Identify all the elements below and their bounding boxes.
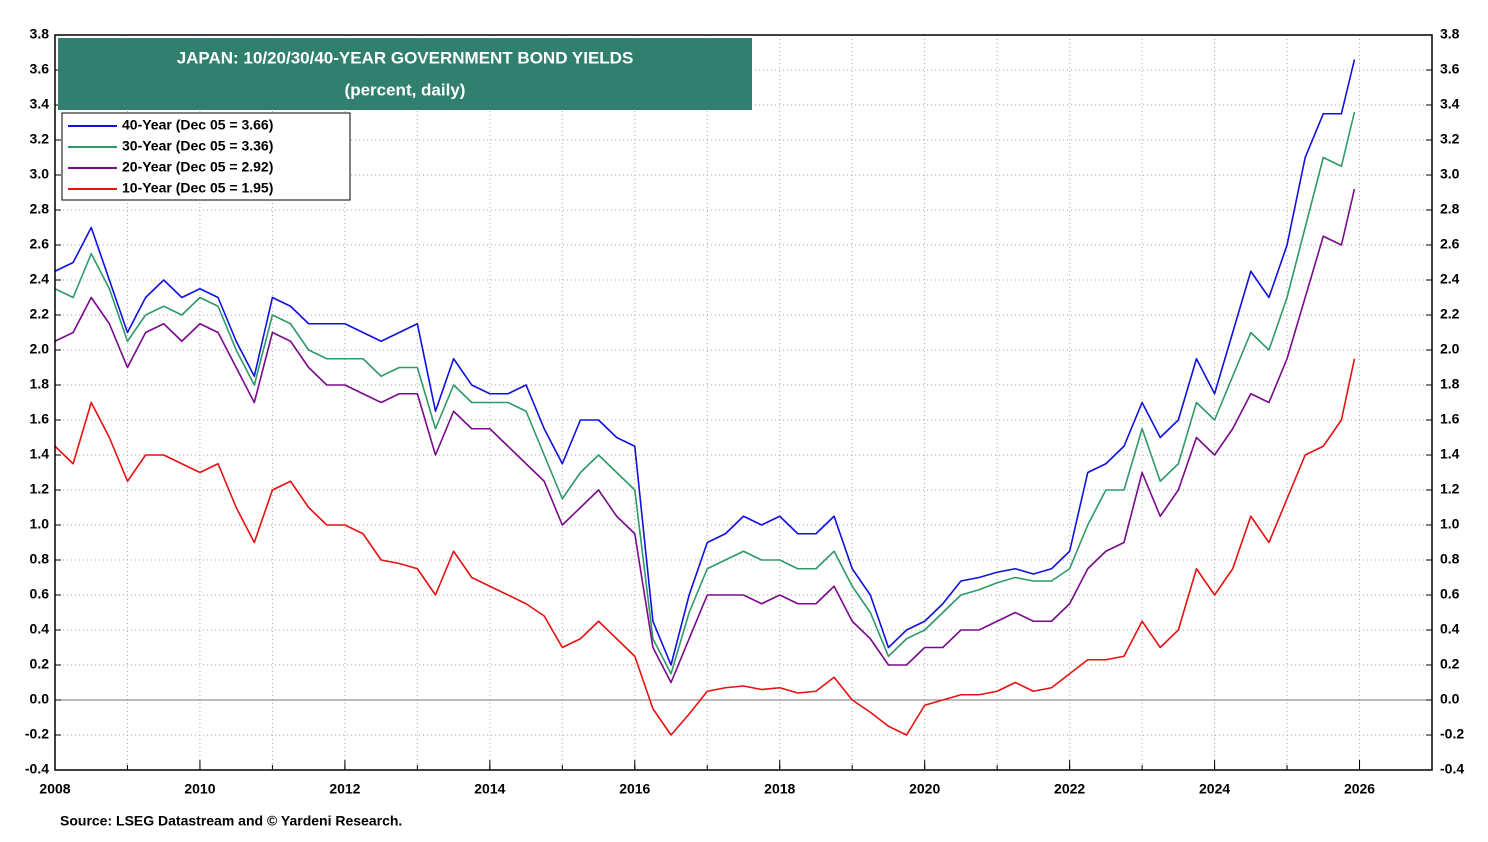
y2-tick-label: 2.4 bbox=[1440, 271, 1460, 287]
x-tick-label: 2016 bbox=[619, 781, 650, 797]
source-note: Source: LSEG Datastream and © Yardeni Re… bbox=[60, 813, 402, 829]
legend-label: 40-Year (Dec 05 = 3.66) bbox=[122, 117, 273, 133]
y2-tick-label: 3.6 bbox=[1440, 61, 1460, 77]
y-tick-label: 2.6 bbox=[30, 236, 50, 252]
y-tick-label: -0.2 bbox=[25, 726, 49, 742]
y-tick-label: 2.0 bbox=[30, 341, 50, 357]
chart-title: JAPAN: 10/20/30/40-YEAR GOVERNMENT BOND … bbox=[177, 48, 634, 67]
y2-tick-label: 3.2 bbox=[1440, 131, 1460, 147]
y2-tick-label: -0.2 bbox=[1440, 726, 1464, 742]
y-tick-label: 2.2 bbox=[30, 306, 50, 322]
y2-tick-label: 0.0 bbox=[1440, 691, 1460, 707]
x-tick-label: 2022 bbox=[1054, 781, 1085, 797]
y-tick-label: 1.4 bbox=[30, 446, 50, 462]
x-tick-label: 2020 bbox=[909, 781, 940, 797]
series-line bbox=[54, 111, 1356, 675]
y-tick-label: 0.6 bbox=[30, 586, 50, 602]
x-tick-label: 2024 bbox=[1199, 781, 1230, 797]
y2-tick-label: 1.0 bbox=[1440, 516, 1460, 532]
chart-subtitle: (percent, daily) bbox=[345, 80, 466, 99]
y2-tick-label: 3.8 bbox=[1440, 26, 1460, 42]
legend-label: 20-Year (Dec 05 = 2.92) bbox=[122, 159, 273, 175]
y2-tick-label: 1.2 bbox=[1440, 481, 1460, 497]
plot-frame bbox=[54, 34, 1433, 771]
y-tick-label: 0.2 bbox=[30, 656, 50, 672]
x-tick-label: 2018 bbox=[764, 781, 795, 797]
x-tick-label: 2026 bbox=[1344, 781, 1375, 797]
legend-box bbox=[61, 112, 351, 201]
y-tick-label: 2.8 bbox=[30, 201, 50, 217]
y-tick-label: 3.6 bbox=[30, 61, 50, 77]
y2-tick-label: 0.4 bbox=[1440, 621, 1460, 637]
y2-tick-label: 1.4 bbox=[1440, 446, 1460, 462]
series-line bbox=[54, 188, 1356, 684]
y-tick-label: 0.4 bbox=[30, 621, 50, 637]
title-box bbox=[58, 38, 752, 110]
x-tick-label: 2010 bbox=[184, 781, 215, 797]
legend-label: 30-Year (Dec 05 = 3.36) bbox=[122, 138, 273, 154]
y-tick-label: 0.8 bbox=[30, 551, 50, 567]
series-line bbox=[54, 59, 1356, 666]
y-tick-label: 1.0 bbox=[30, 516, 50, 532]
y-tick-label: 1.8 bbox=[30, 376, 50, 392]
y2-tick-label: 3.0 bbox=[1440, 166, 1460, 182]
y-tick-label: 1.2 bbox=[30, 481, 50, 497]
y2-tick-label: 0.2 bbox=[1440, 656, 1460, 672]
y-tick-label: 2.4 bbox=[30, 271, 50, 287]
x-tick-label: 2008 bbox=[39, 781, 70, 797]
y-tick-label: 0.0 bbox=[30, 691, 50, 707]
y2-tick-label: 0.6 bbox=[1440, 586, 1460, 602]
x-tick-label: 2012 bbox=[329, 781, 360, 797]
series-line bbox=[54, 358, 1356, 736]
y-tick-label: 3.0 bbox=[30, 166, 50, 182]
y2-tick-label: 0.8 bbox=[1440, 551, 1460, 567]
y2-tick-label: 1.8 bbox=[1440, 376, 1460, 392]
y2-tick-label: -0.4 bbox=[1440, 761, 1464, 777]
y2-tick-label: 3.4 bbox=[1440, 96, 1460, 112]
y-tick-label: 3.4 bbox=[30, 96, 50, 112]
y-tick-label: 1.6 bbox=[30, 411, 50, 427]
y2-tick-label: 2.6 bbox=[1440, 236, 1460, 252]
y2-tick-label: 1.6 bbox=[1440, 411, 1460, 427]
x-tick-label: 2014 bbox=[474, 781, 505, 797]
y-tick-label: -0.4 bbox=[25, 761, 49, 777]
y2-tick-label: 2.0 bbox=[1440, 341, 1460, 357]
y-tick-label: 3.2 bbox=[30, 131, 50, 147]
y2-tick-label: 2.2 bbox=[1440, 306, 1460, 322]
y2-tick-label: 2.8 bbox=[1440, 201, 1460, 217]
legend-label: 10-Year (Dec 05 = 1.95) bbox=[122, 180, 273, 196]
y-tick-label: 3.8 bbox=[30, 26, 50, 42]
